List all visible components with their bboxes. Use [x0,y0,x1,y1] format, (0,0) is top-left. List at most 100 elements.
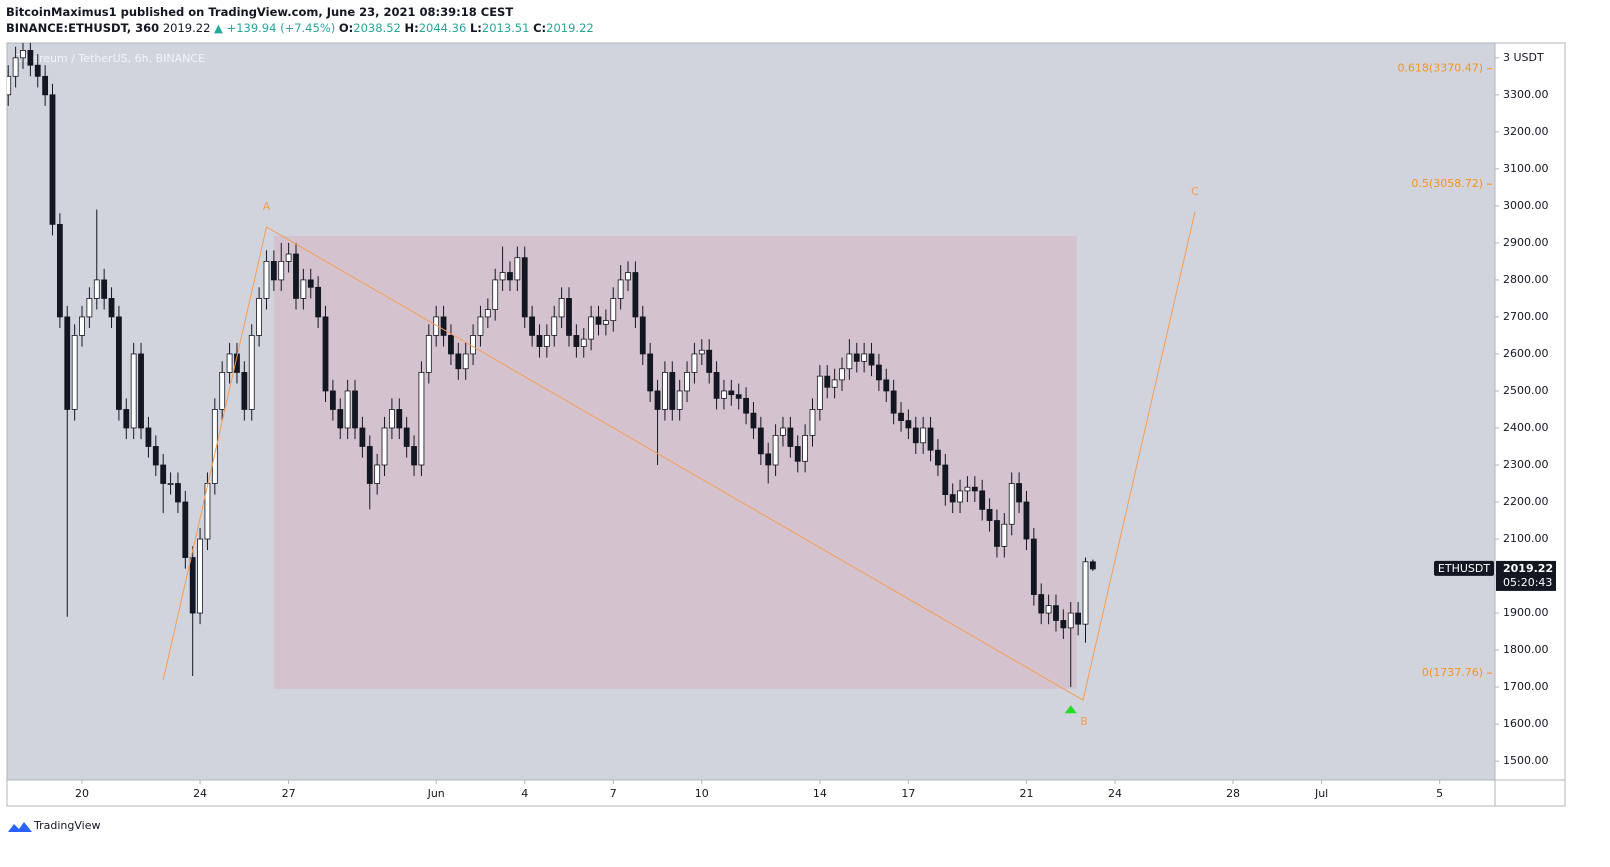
candle-body [256,298,262,336]
x-tick-label: 14 [813,787,827,800]
candle-body [322,316,329,392]
candle-body [728,390,735,396]
y-tick-label: 2800.00 [1503,273,1549,286]
candle-body [698,349,705,355]
x-tick-label: 17 [901,787,915,800]
price-tag-countdown: 05:20:43 [1503,576,1552,589]
candle-body [374,464,381,484]
candle-body [12,57,19,77]
candle-body [639,316,646,355]
candle-body [853,353,860,362]
candle-body [580,338,587,347]
candle-body [182,501,189,558]
candle-body [662,372,668,410]
candle-body [86,298,93,318]
candle-body [20,50,26,59]
candle-body [470,335,476,355]
candle-body [846,353,853,370]
logo-icon [8,822,32,832]
price-tag-name-bg [1434,560,1494,576]
candle-body [1082,561,1089,625]
candle-body [234,353,240,373]
y-tick-label: 2600.00 [1503,347,1549,360]
candle-body [484,309,491,318]
candle-body [816,375,823,410]
last-price: 2019.22 [162,21,211,35]
candle-body [735,394,742,399]
footer-logo: TradingView [8,819,100,832]
fib-label: 0.5(3058.72) [1411,177,1483,190]
candle-body [315,286,322,318]
arrow: ▲ [214,21,223,35]
candle-body [573,335,580,347]
candle-body [787,427,794,447]
candle-body [883,379,890,392]
candle-body [101,279,108,299]
candle-body [492,279,499,310]
y-tick-label: 1800.00 [1503,643,1549,656]
symbol: BINANCE:ETHUSDT, 360 [6,21,160,35]
candle-body [49,94,56,225]
candle-body [647,353,654,392]
x-tick-label: 4 [521,787,528,800]
candle-body [211,409,218,484]
candle-body [1089,561,1096,570]
candle-body [138,353,144,429]
candle-body [1075,612,1082,625]
close-label: C: [533,21,547,35]
candle-body [602,320,609,325]
candle-body [861,353,868,362]
publisher: BitcoinMaximus1 published on TradingView… [6,5,514,19]
candle-body [455,353,462,370]
x-tick-label: 24 [1108,787,1122,800]
candle-body [7,75,12,96]
candle-body [831,379,838,388]
candle-body [241,372,248,410]
plot [7,43,1196,714]
change: +139.94 (+7.45%) [226,21,336,35]
candle-body [529,316,536,336]
y-tick-label: 3 USDT [1503,51,1544,64]
candle-body [130,353,137,429]
fib-label: 0(1737.76) [1422,666,1483,679]
candle-body [204,483,211,540]
candle-body [1045,605,1052,614]
candle-body [71,335,78,410]
candle-body [108,298,115,318]
y-tick-label: 2700.00 [1503,310,1549,323]
x-tick-label: 28 [1226,787,1240,800]
candle-body [1067,612,1074,629]
candle-body [64,316,71,410]
candle-body [197,538,203,614]
low-label: L: [469,21,482,35]
y-tick-label: 3000.00 [1503,199,1549,212]
candle-body [610,298,617,322]
chart-title: Ethereum / TetherUS, 6h, BINANCE [14,52,205,65]
signal-arrow [1064,705,1077,714]
candle-body [994,520,1000,547]
candle-body [411,446,417,466]
plot-background [7,43,1495,780]
candle-body [684,372,690,392]
candle-body [875,364,882,381]
open-value: 2038.52 [353,21,401,35]
publisher-line: BitcoinMaximus1 published on TradingView… [6,4,594,20]
candle-body [396,409,403,429]
x-tick-label: 24 [193,787,207,800]
y-tick-label: 2100.00 [1503,532,1549,545]
y-tick-label: 3200.00 [1503,125,1549,138]
candle-body [79,316,85,336]
candle-body [1030,538,1037,595]
candle-body [905,420,912,429]
x-tick-label: 27 [282,787,296,800]
candle-body [219,372,226,410]
candle-body [34,64,41,77]
candle-body [359,427,366,447]
candle-body [551,316,558,336]
y-tick-label: 1700.00 [1503,680,1549,693]
candle-body [1016,483,1022,503]
candle-body [425,335,432,373]
candle-body [300,279,307,299]
y-tick-label: 1500.00 [1503,754,1549,767]
